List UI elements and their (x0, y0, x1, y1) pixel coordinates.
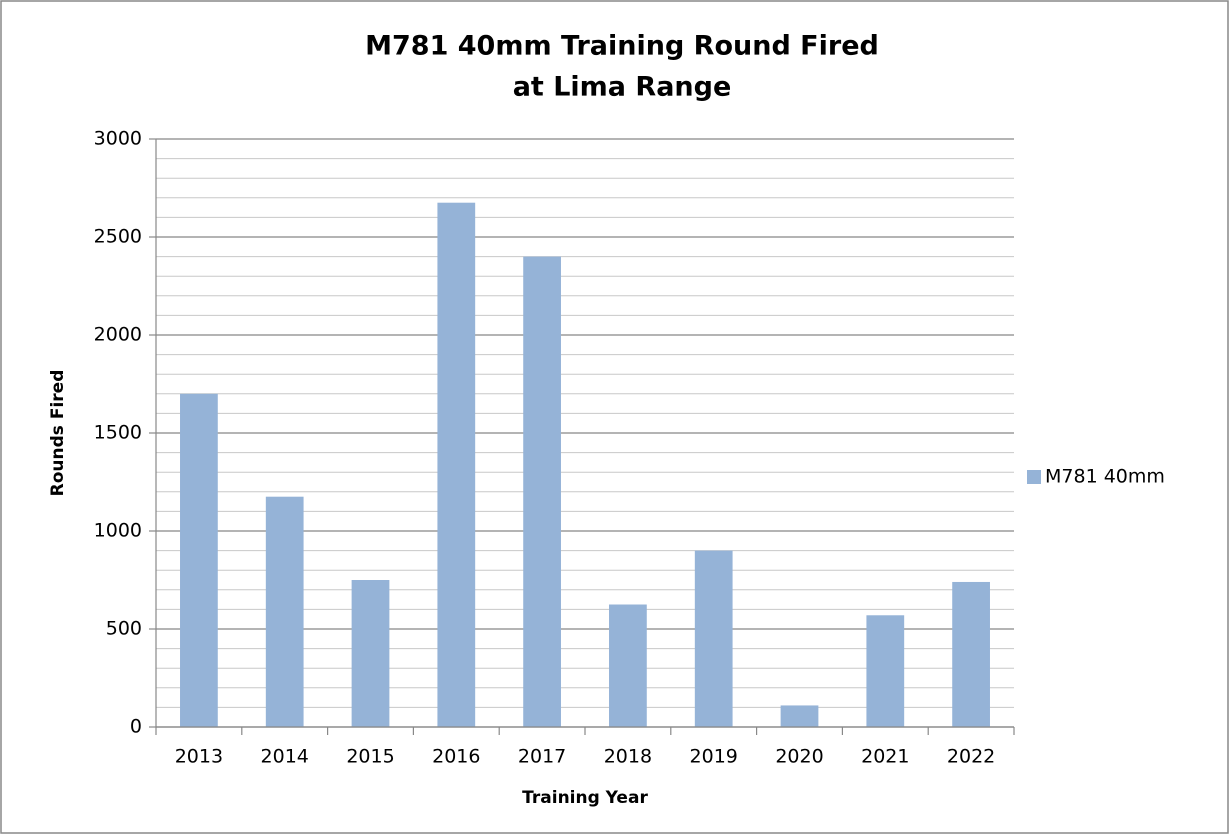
x-tick-label: 2018 (604, 746, 652, 768)
y-tick-label: 2500 (94, 226, 142, 248)
x-tick-label: 2021 (861, 746, 909, 768)
chart-title: M781 40mm Training Round Fired (365, 31, 879, 62)
legend-swatch (1027, 470, 1041, 484)
legend-label: M781 40mm (1045, 466, 1165, 488)
bar (351, 580, 390, 727)
bar (780, 705, 819, 727)
x-tick-label: 2014 (261, 746, 309, 768)
y-tick-label: 500 (106, 618, 142, 640)
bar (866, 615, 905, 727)
y-tick-label: 3000 (94, 128, 142, 150)
bar (523, 256, 561, 727)
x-tick-label: 2013 (175, 746, 223, 768)
y-tick-label: 1000 (94, 520, 142, 542)
bar (180, 393, 218, 727)
x-tick-label: 2019 (690, 746, 738, 768)
x-tick-label: 2020 (775, 746, 823, 768)
bar (694, 550, 733, 727)
y-tick-label: 0 (130, 716, 142, 738)
x-tick-label: 2016 (432, 746, 480, 768)
y-tick-label: 2000 (94, 324, 142, 346)
bar (265, 496, 304, 727)
x-axis-title: Training Year (522, 788, 648, 808)
bar (609, 604, 647, 727)
x-tick-label: 2022 (947, 746, 995, 768)
y-tick-label: 1500 (94, 422, 142, 444)
y-axis-title: Rounds Fired (48, 370, 68, 497)
bar (437, 202, 476, 727)
x-tick-label: 2015 (346, 746, 394, 768)
chart-title: at Lima Range (513, 72, 732, 103)
x-tick-label: 2017 (518, 746, 566, 768)
bar (952, 581, 990, 727)
